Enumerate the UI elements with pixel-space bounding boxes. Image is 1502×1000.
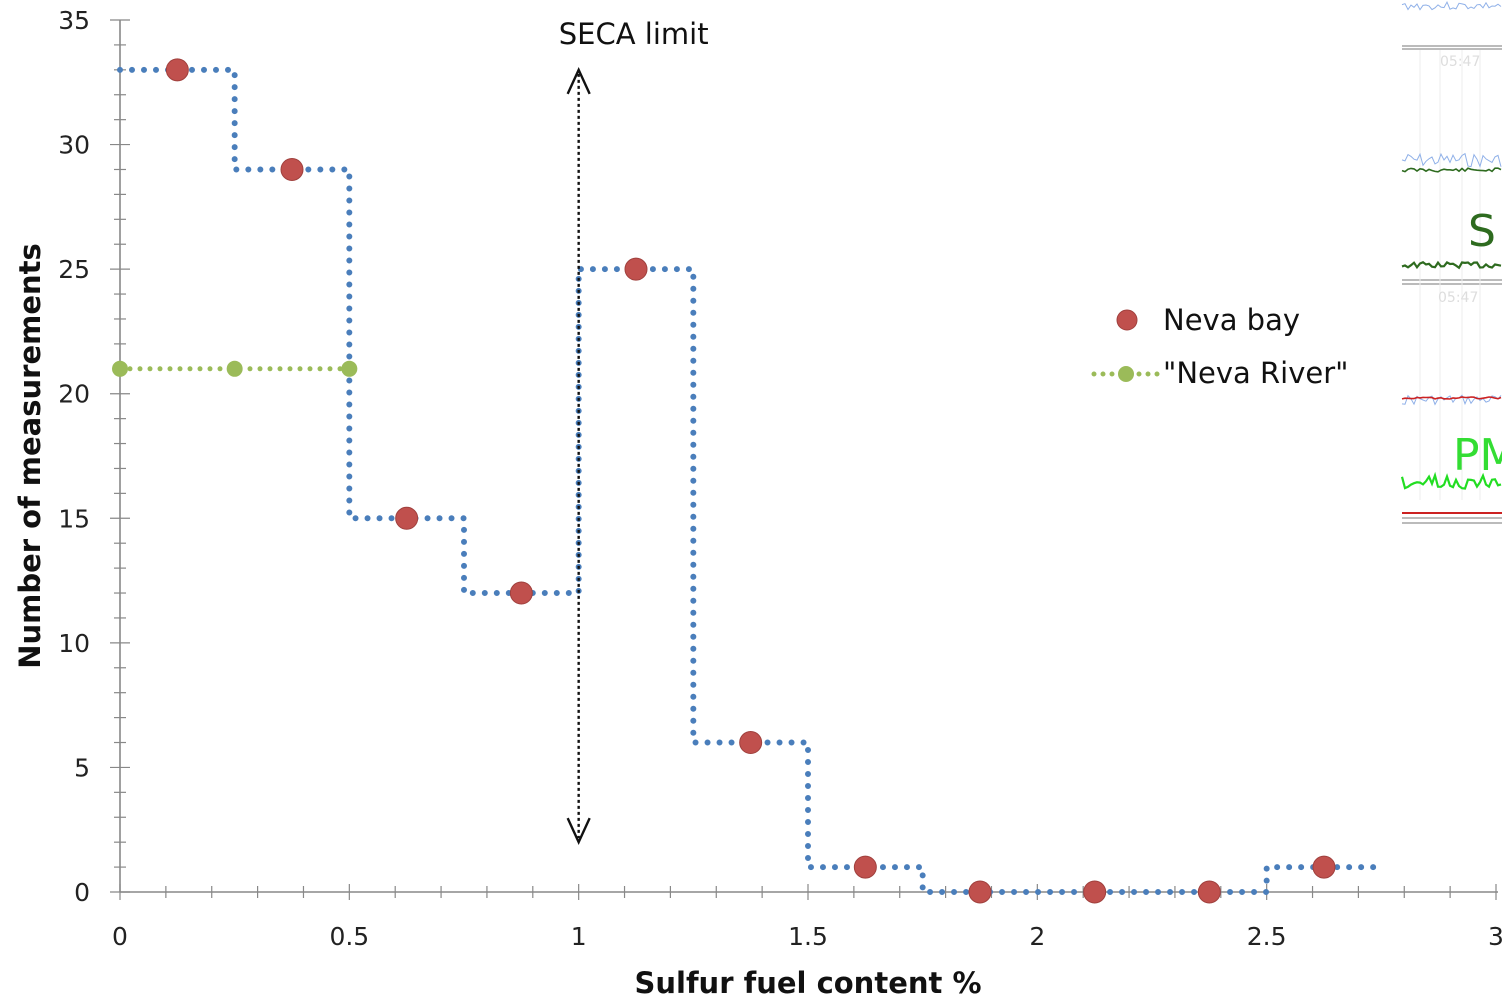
legend-marker-neva-bay — [1116, 309, 1138, 331]
axes: 0 5 10 15 20 25 30 35 0 0.5 1 1.5 2 2.5 3 — [58, 6, 1502, 951]
neva-bay-point — [165, 58, 189, 82]
y-tick-label: 0 — [74, 878, 90, 907]
inset-label-s: S — [1468, 206, 1496, 257]
y-tick-label: 25 — [58, 255, 90, 284]
x-tick-label: 1 — [571, 922, 587, 951]
neva-bay-point — [1312, 855, 1336, 879]
x-tick-label: 2 — [1029, 922, 1045, 951]
neva-bay-point — [1197, 880, 1221, 904]
legend: Neva bay "Neva River" — [1091, 303, 1349, 390]
neva-bay-step-line — [117, 66, 1385, 895]
neva-bay-point — [624, 257, 648, 281]
seca-arrowhead-top — [566, 66, 591, 95]
x-tick-label: 0.5 — [329, 922, 369, 951]
neva-bay-point — [968, 880, 992, 904]
neva-river-point — [112, 360, 128, 377]
legend-label-neva-bay: Neva bay — [1163, 303, 1300, 337]
y-tick-label: 30 — [58, 131, 90, 160]
x-tick-label: 2.5 — [1247, 922, 1287, 951]
y-tick-label: 15 — [58, 504, 90, 533]
inset-signal-traces — [1400, 0, 1502, 524]
y-tick-label: 10 — [58, 629, 90, 658]
neva-river-point — [226, 360, 243, 377]
inset-timestamp-2: 05:47 — [1438, 290, 1478, 306]
seca-limit-annotation: SECA limit — [559, 17, 709, 846]
inset-timestamp-1: 05:47 — [1440, 54, 1480, 70]
y-ticks: 0 5 10 15 20 25 30 35 — [58, 6, 130, 907]
legend-label-neva-river: "Neva River" — [1163, 356, 1349, 390]
neva-bay-point — [739, 731, 763, 755]
x-tick-label: 1.5 — [788, 922, 828, 951]
y-tick-label: 35 — [58, 6, 90, 35]
neva-bay-point — [1083, 880, 1107, 904]
x-tick-label: 3 — [1488, 922, 1502, 951]
neva-river-point — [341, 360, 358, 377]
x-tick-label: 0 — [112, 922, 128, 951]
y-tick-label: 5 — [74, 753, 90, 782]
neva-bay-point — [853, 855, 877, 879]
x-ticks: 0 0.5 1 1.5 2 2.5 3 — [112, 884, 1502, 951]
neva-bay-point — [280, 157, 304, 181]
y-tick-label: 20 — [58, 380, 90, 409]
y-axis-title: Number of measurements — [13, 243, 47, 669]
neva-bay-point — [509, 581, 533, 605]
x-axis-title: Sulfur fuel content % — [634, 966, 981, 1000]
inset-label-pm: PM — [1453, 430, 1502, 481]
inset-panel: 05:47 05:47 S PM — [1400, 0, 1502, 530]
legend-marker-neva-river — [1118, 366, 1134, 382]
seca-limit-label: SECA limit — [559, 17, 709, 51]
neva-bay-point — [395, 506, 419, 530]
seca-arrowhead-bottom — [566, 817, 591, 846]
series-layer — [112, 58, 1385, 904]
